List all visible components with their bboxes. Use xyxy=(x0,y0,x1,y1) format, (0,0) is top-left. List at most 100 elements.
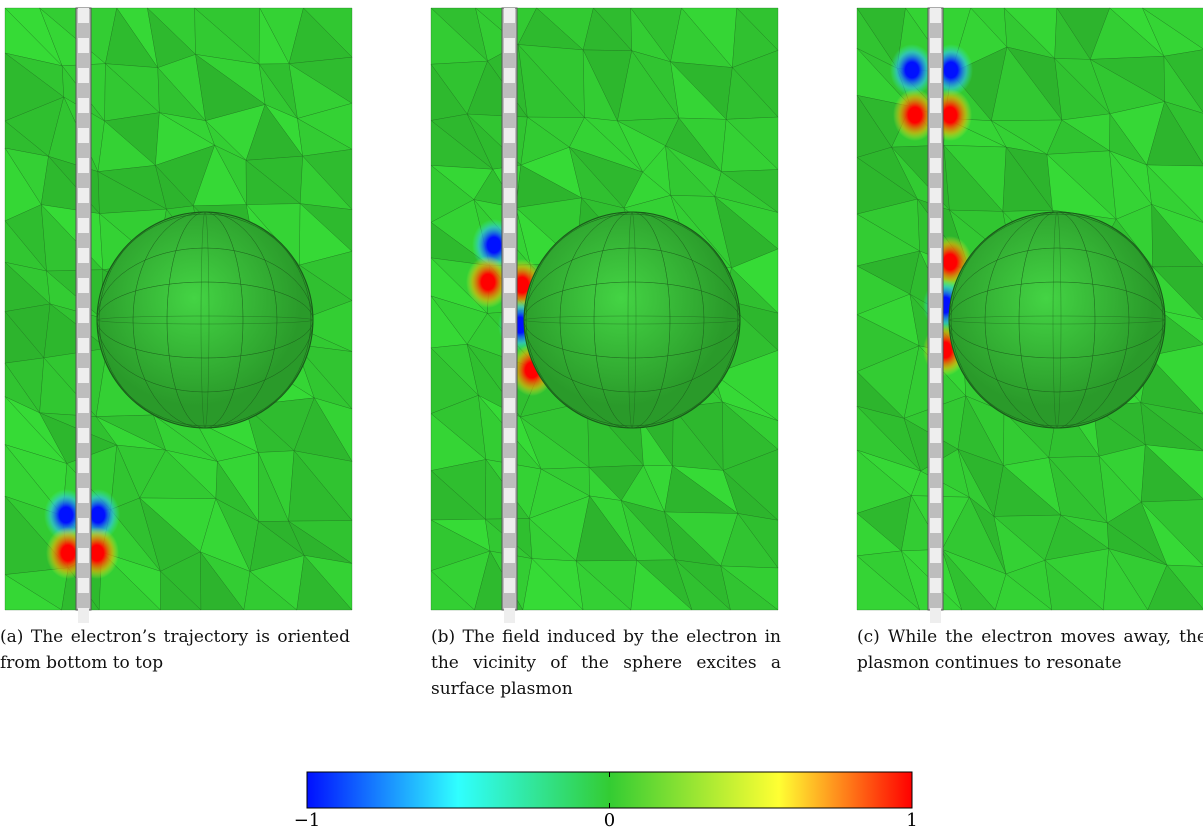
caption: (c) While the electron moves away, the p… xyxy=(857,627,1203,673)
path-cell xyxy=(504,68,515,83)
simulation-panel xyxy=(856,7,1203,623)
path-cell xyxy=(930,278,941,293)
path-cell xyxy=(930,338,941,353)
path-cell xyxy=(504,248,515,263)
path-cell xyxy=(930,608,941,623)
path-cell xyxy=(78,458,89,473)
path-cell xyxy=(504,518,515,533)
path-cell xyxy=(930,518,941,533)
path-cell xyxy=(78,158,89,173)
path-cell xyxy=(504,218,515,233)
tick-label: −1 xyxy=(294,810,321,831)
mesh-cell xyxy=(856,555,921,611)
path-cell xyxy=(78,488,89,503)
mesh-cell xyxy=(674,558,732,611)
sphere-mesh xyxy=(98,211,312,429)
path-cell xyxy=(930,398,941,413)
tick-label: 1 xyxy=(906,810,917,831)
path-cell xyxy=(930,308,941,323)
path-cell xyxy=(504,308,515,323)
path-cell xyxy=(78,68,89,83)
mesh-cell xyxy=(994,573,1053,611)
field-blob xyxy=(890,44,934,96)
path-cell xyxy=(78,218,89,233)
path-cell xyxy=(78,368,89,383)
mesh-cell xyxy=(160,570,202,611)
path-cell xyxy=(78,8,89,23)
path-cell xyxy=(930,98,941,113)
sphere-mesh xyxy=(950,211,1164,429)
path-cell xyxy=(504,428,515,443)
mesh-cell xyxy=(4,574,63,611)
path-cell xyxy=(78,548,89,563)
path-cell xyxy=(930,188,941,203)
path-cell xyxy=(504,458,515,473)
path-cell xyxy=(78,38,89,53)
path-cell xyxy=(504,398,515,413)
path-cell xyxy=(78,608,89,623)
path-cell xyxy=(504,158,515,173)
caption: (b) The field induced by the electron in… xyxy=(431,627,781,699)
path-cell xyxy=(504,98,515,113)
path-cell xyxy=(504,608,515,623)
path-cell xyxy=(504,578,515,593)
path-cell xyxy=(930,488,941,503)
path-cell xyxy=(504,188,515,203)
path-cell xyxy=(930,8,941,23)
path-cell xyxy=(78,188,89,203)
path-cell xyxy=(504,128,515,143)
tick-label: 0 xyxy=(604,810,615,831)
path-cell xyxy=(78,248,89,263)
path-cell xyxy=(930,248,941,263)
mesh-cell xyxy=(1147,564,1203,611)
mesh-cell xyxy=(941,549,996,611)
sphere-mesh xyxy=(525,211,739,429)
path-cell xyxy=(78,338,89,353)
simulation-panel xyxy=(4,7,353,623)
path-cell xyxy=(930,128,941,143)
path-cell xyxy=(78,278,89,293)
mesh-cell xyxy=(1044,559,1104,611)
colorbar xyxy=(306,771,913,809)
simulation-panel xyxy=(430,7,779,623)
path-cell xyxy=(930,218,941,233)
path-cell xyxy=(504,38,515,53)
path-cell xyxy=(78,578,89,593)
caption: (a) The electron’s trajectory is oriente… xyxy=(0,627,350,673)
path-cell xyxy=(78,398,89,413)
mesh-cell xyxy=(720,565,779,611)
path-cell xyxy=(78,308,89,323)
mesh-cell xyxy=(199,551,245,611)
mesh-cell xyxy=(575,560,632,611)
path-cell xyxy=(930,158,941,173)
mesh-cell xyxy=(243,570,298,611)
path-cell xyxy=(504,548,515,563)
path-cell xyxy=(930,578,941,593)
path-cell xyxy=(78,518,89,533)
path-cell xyxy=(78,428,89,443)
path-cell xyxy=(930,428,941,443)
field-blob xyxy=(466,256,510,308)
path-cell xyxy=(78,98,89,113)
mesh-cell xyxy=(522,558,584,611)
path-cell xyxy=(504,8,515,23)
path-cell xyxy=(504,488,515,503)
mesh-cell xyxy=(296,554,353,611)
sphere-mesh xyxy=(523,213,741,427)
field-blob xyxy=(893,89,937,141)
path-cell xyxy=(78,128,89,143)
sphere-mesh xyxy=(96,213,314,427)
path-cell xyxy=(930,38,941,53)
path-cell xyxy=(504,368,515,383)
path-cell xyxy=(930,458,941,473)
path-cell xyxy=(930,548,941,563)
mesh-cell xyxy=(430,570,476,611)
path-cell xyxy=(930,368,941,383)
mesh-cell xyxy=(630,559,693,611)
mesh-cell xyxy=(1102,547,1149,611)
sphere-mesh xyxy=(948,213,1166,427)
path-cell xyxy=(504,338,515,353)
path-cell xyxy=(504,278,515,293)
